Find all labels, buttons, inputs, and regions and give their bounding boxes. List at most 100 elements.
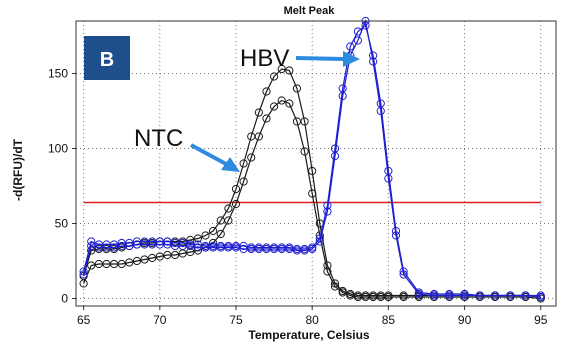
ntc-data-point — [209, 226, 218, 236]
x-tick-label: 85 — [382, 313, 396, 327]
hbv-data-point — [330, 151, 340, 161]
x-axis-title: Temperature, Celsius — [248, 328, 369, 342]
hbv-data-point — [414, 289, 423, 299]
ntc-data-point — [117, 259, 126, 269]
hbv-data-point — [376, 106, 385, 116]
x-tick-label: 65 — [77, 313, 91, 327]
ntc-data-point — [125, 258, 134, 267]
hbv-data-point — [536, 292, 545, 302]
x-tick-label: 80 — [306, 313, 320, 327]
hbv-data-point — [186, 241, 195, 251]
ntc-data-point — [308, 189, 317, 198]
y-tick-label: 100 — [48, 142, 68, 156]
ntc-data-point — [323, 267, 332, 276]
ntc-arrow-icon — [190, 143, 240, 172]
hbv-annotation-label: HBV — [240, 45, 289, 72]
ntc-data-point — [239, 177, 248, 186]
ntc-data-point — [346, 291, 355, 300]
ntc-data-point — [155, 252, 164, 261]
y-tick-label: 0 — [61, 292, 68, 306]
ntc-data-point — [79, 279, 88, 288]
ntc-data-point — [186, 235, 195, 245]
panel-badge-box — [84, 36, 130, 80]
hbv-data-point — [285, 244, 294, 254]
y-axis-title: -d(RFU)/dT — [11, 138, 25, 201]
ntc-data-point — [87, 261, 96, 270]
ntc-data-point — [201, 231, 210, 240]
y-tick-label: 150 — [48, 67, 68, 81]
hbv-data-point — [353, 36, 363, 45]
ntc-data-point — [254, 132, 263, 141]
ntc-data-point — [285, 66, 294, 75]
series-group — [79, 16, 545, 303]
ntc-data-point — [269, 72, 279, 81]
hbv-data-point — [125, 241, 134, 251]
ntc-data-point — [277, 64, 286, 74]
ntc-data-point — [269, 102, 279, 111]
ntc-data-point — [330, 282, 340, 291]
ntc-data-point — [292, 84, 302, 93]
ntc-data-point — [170, 250, 180, 260]
grid — [76, 21, 556, 306]
hbv-data-point — [369, 57, 378, 66]
panel-badge: B — [84, 36, 130, 80]
ntc-annotation-label: NTC — [134, 125, 183, 152]
ntc-data-point — [338, 288, 347, 297]
ntc-data-point — [231, 199, 241, 209]
ntc-curve-2 — [83, 99, 541, 300]
ntc-data-point — [231, 184, 241, 194]
hbv-data-point — [506, 291, 515, 300]
ntc-data-point — [384, 292, 393, 302]
hbv-data-point — [391, 231, 401, 240]
hbv-data-point — [87, 241, 96, 251]
ntc-data-point — [224, 216, 233, 225]
ntc-data-point — [300, 147, 309, 156]
hbv-data-point — [460, 291, 469, 300]
hbv-data-point — [399, 270, 408, 279]
x-tick-label: 95 — [534, 313, 548, 327]
ntc-data-point — [216, 229, 225, 239]
hbv-arrow-icon — [295, 51, 360, 67]
ntc-data-point — [132, 256, 142, 266]
ntc-data-point — [140, 255, 149, 264]
panel-badge-label: B — [100, 49, 114, 71]
hbv-data-point — [231, 243, 241, 252]
hbv-data-point — [323, 207, 332, 216]
hbv-data-point — [308, 244, 317, 254]
chart-title: Melt Peak — [284, 5, 336, 17]
ntc-data-point — [193, 234, 203, 243]
hbv-data-point — [338, 91, 347, 101]
ntc-data-point — [247, 153, 256, 162]
ntc-data-point — [262, 114, 271, 123]
hbv-data-point — [79, 267, 88, 276]
hbv-data-point — [346, 42, 355, 51]
hbv-data-point — [79, 270, 88, 279]
hbv-data-point — [521, 291, 530, 300]
ntc-data-point — [285, 99, 294, 108]
y-tick-label: 50 — [55, 217, 69, 231]
ntc-data-point — [148, 253, 157, 263]
ntc-data-point — [399, 292, 408, 302]
hbv-data-point — [315, 237, 324, 246]
hbv-data-point — [109, 243, 119, 252]
hbv-data-point — [429, 291, 439, 300]
hbv-curve-4 — [83, 18, 541, 298]
hbv-data-point — [87, 237, 96, 246]
x-tick-label: 70 — [153, 313, 167, 327]
ntc-curve-1 — [83, 68, 541, 298]
hbv-data-point — [475, 291, 484, 300]
ntc-data-point — [292, 117, 302, 126]
hbv-data-point — [445, 291, 454, 300]
hbv-data-point — [490, 291, 500, 300]
ntc-data-point — [254, 108, 263, 117]
hbv-data-point — [384, 174, 393, 183]
hbv-data-point — [300, 246, 309, 255]
x-tick-label: 75 — [229, 313, 243, 327]
ntc-data-point — [262, 87, 271, 96]
plot-frame — [75, 20, 557, 307]
hbv-data-point — [163, 240, 172, 249]
x-tick-label: 90 — [458, 313, 472, 327]
ntc-data-point — [224, 204, 233, 213]
ntc-data-point — [277, 96, 286, 105]
